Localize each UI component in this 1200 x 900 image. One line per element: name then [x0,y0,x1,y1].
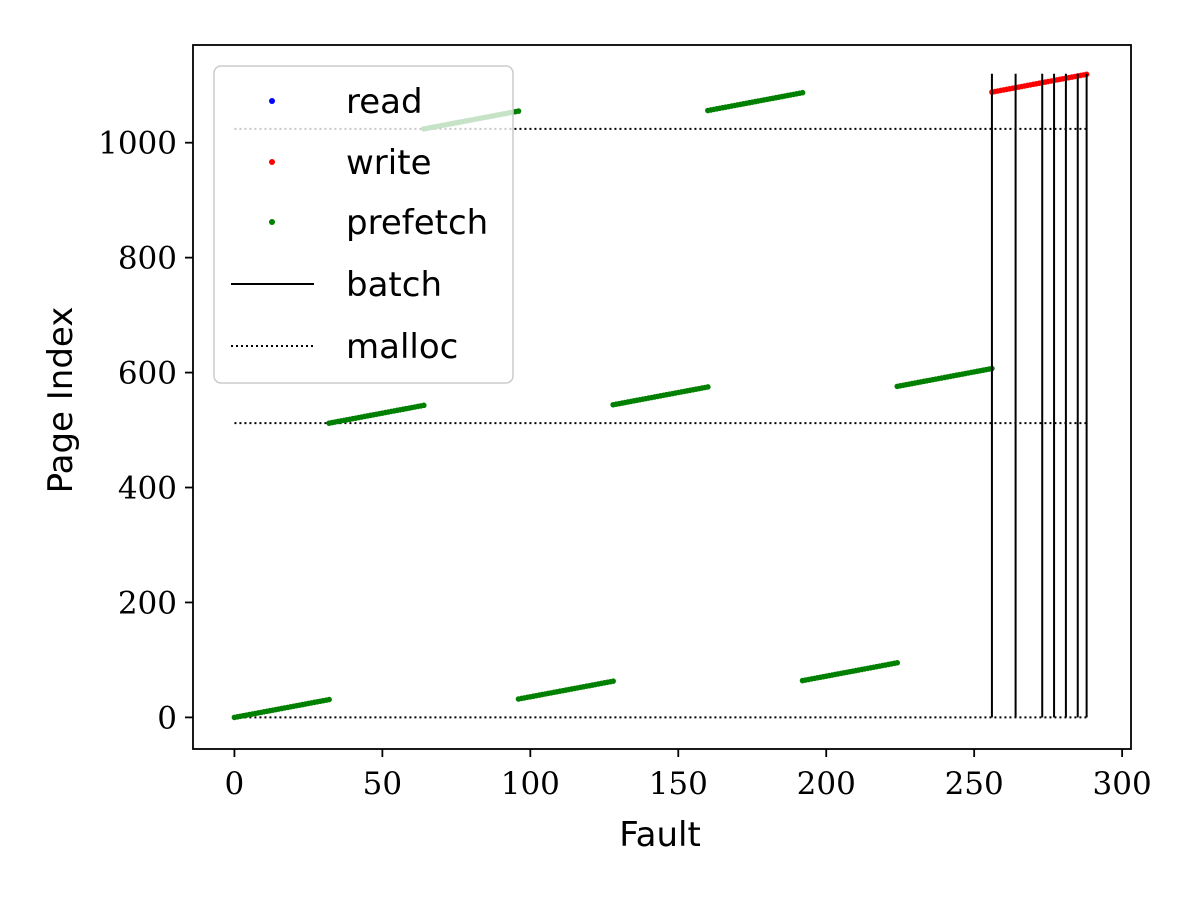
prefetch-point [421,402,427,409]
batch-lines [990,73,1088,718]
x-tick-label: 250 [945,766,1004,802]
legend-marker-prefetch [269,219,275,225]
legend-marker-write [269,159,275,165]
legend-label-batch: batch [346,265,442,305]
prefetch-point [894,659,901,666]
x-tick-label: 100 [501,766,560,802]
legend: read write prefetch batch malloc [213,65,514,384]
x-tick-label: 300 [1093,766,1152,802]
y-tick-label: 600 [118,356,177,392]
legend-label-prefetch: prefetch [346,203,488,243]
legend-marker-read [269,98,275,104]
legend-label-read: read [346,82,423,122]
prefetch-point [610,678,616,684]
y-tick-label: 200 [118,585,177,621]
y-axis: 0 200 400 600 800 1000 [98,126,193,736]
legend-label-malloc: malloc [346,327,458,367]
x-axis-label: Fault [619,815,701,855]
y-tick-label: 800 [118,241,177,277]
x-tick-label: 150 [649,766,708,802]
prefetch-point [326,696,332,703]
plot-frame [192,44,1132,750]
y-axis-label: Page Index [41,307,81,494]
y-tick-label: 1000 [98,126,177,162]
prefetch-point [705,384,711,390]
x-tick-label: 0 [225,766,245,802]
legend-label-write: write [346,143,431,183]
y-tick-label: 400 [118,471,177,507]
prefetch-point [515,108,522,114]
x-tick-label: 50 [363,766,402,802]
malloc-lines [234,127,1087,719]
x-tick-label: 200 [797,766,856,802]
legend-box [213,65,514,384]
y-tick-label: 0 [157,700,177,736]
prefetch-point [799,89,806,96]
x-axis: 0 50 100 150 200 250 300 [225,749,1152,802]
